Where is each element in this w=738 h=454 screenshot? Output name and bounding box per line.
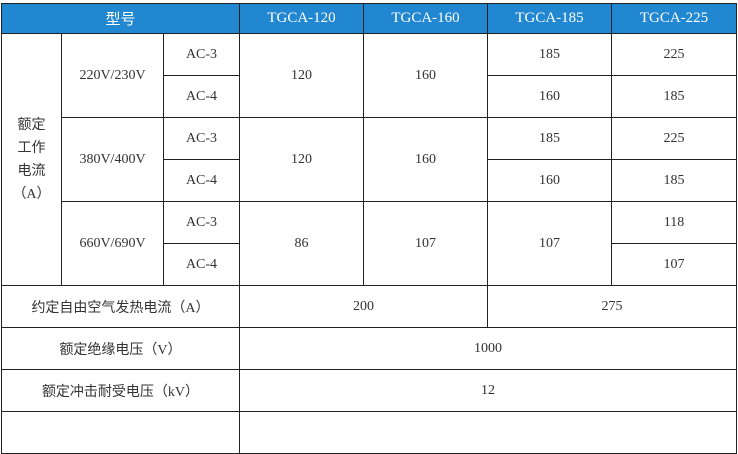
label-line: 工作: [17, 140, 46, 156]
table-row: 额定 工作 电流 （A） 220V/230V AC-3 120 160 185 …: [1, 33, 737, 286]
spec-table: 型号 TGCA-120 TGCA-160 TGCA-185 TGCA-225 额…: [1, 3, 737, 454]
value-cell: 107: [487, 201, 612, 286]
table-row: AC-4 107: [2, 243, 737, 286]
category-cell: AC-3: [163, 201, 240, 244]
value-cell: 120: [239, 33, 364, 118]
header-row: 型号 TGCA-120 TGCA-160 TGCA-185 TGCA-225: [1, 3, 737, 34]
model-header-185: TGCA-185: [487, 3, 612, 34]
table-row: 380V/400V AC-3 120 160 185 225: [2, 117, 737, 202]
model-header-120: TGCA-120: [239, 3, 364, 34]
value-cell: 107: [611, 243, 737, 286]
value-cell: 107: [363, 201, 488, 286]
category-cell: AC-4: [163, 75, 240, 118]
table-row: AC-4 160 185: [2, 75, 737, 118]
value-cell: 12: [239, 369, 737, 412]
value-cell: 160: [487, 159, 612, 202]
value-cell: 160: [363, 117, 488, 202]
value-cell: 86: [239, 201, 364, 286]
value-cell: 160: [487, 75, 612, 118]
value-cell: 225: [611, 33, 737, 76]
model-header-160: TGCA-160: [363, 3, 488, 34]
label-line: 电流: [17, 163, 46, 179]
value-cell: 1000: [239, 327, 737, 370]
impulse-voltage-row: 额定冲击耐受电压（kV） 12: [1, 369, 737, 412]
value-cell: 185: [487, 117, 612, 160]
value-cell: 118: [611, 201, 737, 244]
category-cell: AC-3: [163, 117, 240, 160]
voltage-cell: 380V/400V: [61, 117, 164, 202]
voltage-cell: 220V/230V: [61, 33, 164, 118]
table-row: 660V/690V AC-3 86 107 107 118: [2, 201, 737, 286]
value-cell: 225: [611, 117, 737, 160]
model-header-225: TGCA-225: [611, 3, 737, 34]
model-header: 型号: [1, 3, 240, 34]
value-cell: 200: [239, 285, 488, 328]
label-line: 额定: [17, 117, 46, 133]
label-line: （A）: [12, 186, 51, 202]
insulation-voltage-row: 额定绝缘电压（V） 1000: [1, 327, 737, 370]
value-cell: 275: [487, 285, 737, 328]
voltage-cell: 660V/690V: [61, 201, 164, 286]
insulation-voltage-label: 额定绝缘电压（V）: [1, 327, 240, 370]
thermal-current-row: 约定自由空气发热电流（A） 200 275: [1, 285, 737, 328]
impulse-voltage-label: 额定冲击耐受电压（kV）: [1, 369, 240, 412]
thermal-current-label: 约定自由空气发热电流（A）: [1, 285, 240, 328]
value-cell: 185: [487, 33, 612, 76]
table-row: AC-4 160 185: [2, 159, 737, 202]
value-cell: 185: [611, 75, 737, 118]
value-cell: 160: [363, 33, 488, 118]
category-cell: AC-4: [163, 243, 240, 286]
value-cell: 120: [239, 117, 364, 202]
category-cell: AC-4: [163, 159, 240, 202]
rated-current-label: 额定 工作 电流 （A）: [1, 33, 62, 286]
value-cell: 185: [611, 159, 737, 202]
category-cell: AC-3: [163, 33, 240, 76]
